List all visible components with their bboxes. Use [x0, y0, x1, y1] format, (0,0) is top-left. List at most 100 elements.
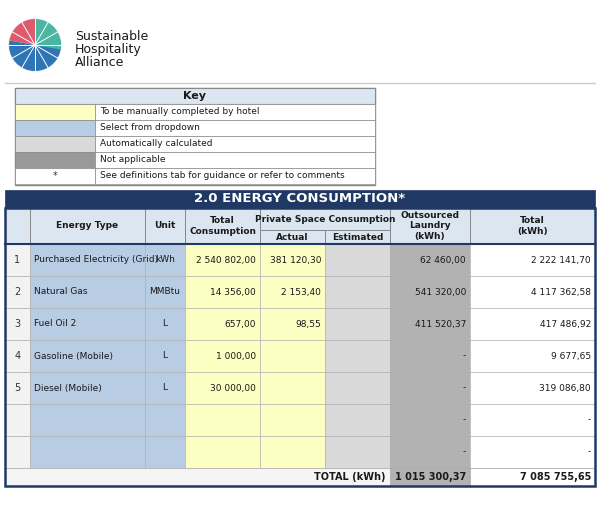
Bar — [325, 308, 390, 340]
Bar — [145, 436, 185, 468]
Bar — [185, 308, 260, 340]
Bar — [470, 436, 595, 468]
Bar — [260, 230, 325, 244]
Bar — [30, 372, 145, 404]
Bar — [185, 340, 260, 372]
Bar — [95, 136, 375, 152]
Bar — [325, 404, 390, 436]
Text: 7 085 755,65: 7 085 755,65 — [520, 472, 591, 482]
Bar — [260, 208, 390, 230]
Text: 4 117 362,58: 4 117 362,58 — [531, 288, 591, 296]
Text: 411 520,37: 411 520,37 — [415, 319, 466, 329]
Bar — [470, 308, 595, 340]
Text: To be manually completed by hotel: To be manually completed by hotel — [100, 108, 260, 117]
Bar — [325, 340, 390, 372]
Wedge shape — [35, 19, 61, 50]
Text: Purchased Electricity (Grid): Purchased Electricity (Grid) — [34, 255, 158, 265]
Bar — [390, 340, 470, 372]
Bar — [5, 308, 30, 340]
Text: -: - — [463, 383, 466, 393]
Bar — [325, 372, 390, 404]
Bar — [325, 276, 390, 308]
Text: TOTAL (kWh): TOTAL (kWh) — [314, 472, 386, 482]
Bar — [95, 152, 375, 168]
Bar — [145, 244, 185, 276]
Bar — [145, 276, 185, 308]
Bar — [15, 152, 95, 168]
Bar — [390, 436, 470, 468]
Text: -: - — [463, 447, 466, 457]
Bar — [470, 468, 595, 486]
Text: Fuel Oil 2: Fuel Oil 2 — [34, 319, 76, 329]
Bar — [325, 436, 390, 468]
Bar — [470, 404, 595, 436]
Bar — [325, 230, 390, 244]
Bar — [145, 308, 185, 340]
Text: 417 486,92: 417 486,92 — [540, 319, 591, 329]
Bar — [30, 208, 145, 244]
Bar — [470, 208, 595, 244]
Bar — [5, 244, 30, 276]
Text: Actual: Actual — [276, 232, 309, 242]
Text: Total
(kWh): Total (kWh) — [517, 216, 548, 236]
Bar — [30, 404, 145, 436]
Text: MMBtu: MMBtu — [149, 288, 181, 296]
Bar — [185, 436, 260, 468]
Bar — [470, 340, 595, 372]
Text: 30 000,00: 30 000,00 — [210, 383, 256, 393]
Circle shape — [9, 19, 61, 71]
Text: Automatically calculated: Automatically calculated — [100, 139, 212, 148]
Bar — [15, 88, 375, 104]
Bar — [145, 208, 185, 244]
Text: L: L — [163, 352, 167, 360]
Text: Key: Key — [184, 91, 206, 101]
Bar — [95, 168, 375, 184]
Text: 2 222 141,70: 2 222 141,70 — [532, 255, 591, 265]
Wedge shape — [9, 40, 61, 71]
Text: Sustainable: Sustainable — [75, 31, 148, 44]
Text: -: - — [463, 352, 466, 360]
Bar — [15, 120, 95, 136]
Text: See definitions tab for guidance or refer to comments: See definitions tab for guidance or refe… — [100, 172, 344, 181]
Text: 14 356,00: 14 356,00 — [210, 288, 256, 296]
Text: 2: 2 — [14, 287, 20, 297]
Bar — [390, 208, 470, 244]
Text: 3: 3 — [14, 319, 20, 329]
Text: 1 000,00: 1 000,00 — [216, 352, 256, 360]
Bar — [30, 276, 145, 308]
Text: 541 320,00: 541 320,00 — [415, 288, 466, 296]
Bar — [30, 244, 145, 276]
Bar — [95, 120, 375, 136]
Bar — [145, 404, 185, 436]
Text: Alliance: Alliance — [75, 56, 124, 70]
Text: Gasoline (Mobile): Gasoline (Mobile) — [34, 352, 113, 360]
Bar — [30, 340, 145, 372]
Bar — [5, 404, 30, 436]
Bar — [30, 436, 145, 468]
Text: Natural Gas: Natural Gas — [34, 288, 88, 296]
Bar — [95, 104, 375, 120]
Text: 4: 4 — [14, 351, 20, 361]
Text: 1 015 300,37: 1 015 300,37 — [395, 472, 466, 482]
Bar — [185, 372, 260, 404]
Bar — [145, 340, 185, 372]
Bar — [5, 340, 30, 372]
Text: 5: 5 — [14, 383, 20, 393]
Bar — [470, 244, 595, 276]
Bar — [5, 468, 595, 486]
Bar — [15, 136, 95, 152]
Text: Unit: Unit — [154, 222, 176, 230]
Bar — [260, 436, 325, 468]
Bar — [185, 244, 260, 276]
Text: 381 120,30: 381 120,30 — [269, 255, 321, 265]
Text: Select from dropdown: Select from dropdown — [100, 123, 200, 133]
Bar — [5, 372, 30, 404]
Text: 1: 1 — [14, 255, 20, 265]
Text: Outsourced
Laundry
(kWh): Outsourced Laundry (kWh) — [401, 211, 460, 241]
Bar — [15, 168, 95, 184]
Text: kWh: kWh — [155, 255, 175, 265]
Bar — [390, 468, 470, 486]
Bar — [260, 308, 325, 340]
Text: L: L — [163, 319, 167, 329]
Bar — [5, 208, 595, 486]
